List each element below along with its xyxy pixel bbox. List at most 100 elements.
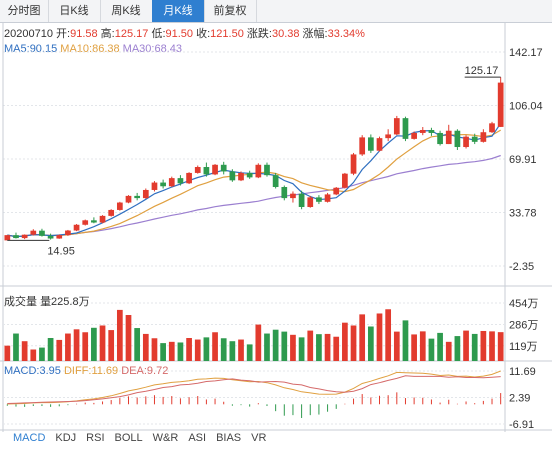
indicator-tab-bar: MACD KDJ RSI BOLL W&R ASI BIAS VR (0, 432, 552, 450)
indicator-tab-3[interactable]: BOLL (114, 432, 143, 444)
volume-tick-label: 119万 (509, 341, 538, 353)
volume-bar (30, 349, 37, 361)
volume-bar (333, 336, 340, 361)
tab-0[interactable]: 分时图 (0, 0, 49, 22)
candle-body (255, 164, 262, 178)
candle-body (376, 138, 383, 151)
candle-body (99, 215, 106, 223)
volume-legend: 成交量 量225.8万 (4, 293, 90, 309)
tab-1[interactable]: 日K线 (48, 0, 101, 22)
macd-tick-label: 11.69 (509, 366, 536, 378)
volume-bar (463, 330, 469, 361)
volume-value: 量225.8万 (40, 296, 90, 308)
indicator-tab-5[interactable]: ASI (188, 432, 207, 444)
indicator-tab-1[interactable]: KDJ (55, 432, 77, 444)
high-value: 125.17 (114, 28, 149, 40)
volume-bar (177, 342, 184, 361)
candle-body (212, 164, 218, 175)
candle-body (47, 235, 54, 239)
close-label: 收: (196, 28, 211, 40)
candle-body (56, 235, 63, 239)
candle-body (428, 129, 435, 133)
candle-body (91, 220, 97, 223)
close-value: 121.50 (210, 28, 244, 40)
candle-body (463, 136, 469, 148)
candle-body (350, 154, 357, 174)
candle-body (238, 172, 244, 181)
candle-body (316, 197, 322, 202)
change-value: 30.38 (271, 28, 300, 40)
volume-bar (402, 320, 409, 361)
kline-chart[interactable]: 142.17 106.04 69.91 33.78 -2.35 125.17 14.95 45… (0, 0, 552, 432)
dea-label: DEA: (121, 365, 147, 377)
volume-bar (411, 334, 417, 361)
indicator-tab-7[interactable]: VR (251, 432, 267, 444)
candle-body (39, 230, 45, 236)
macd-tick-label: 2.39 (509, 393, 530, 405)
candle-body (367, 137, 374, 151)
candle-body (108, 209, 115, 216)
candle-body (471, 136, 478, 142)
tab-3[interactable]: 月K线 (152, 0, 205, 22)
candle-body (134, 195, 141, 199)
indicator-tab-6[interactable]: BIAS (216, 432, 242, 444)
pct-value: 33.34% (327, 28, 365, 40)
candle-body (411, 132, 417, 139)
indicator-tab-2[interactable]: RSI (86, 432, 105, 444)
volume-bar (385, 309, 392, 361)
volume-bar (151, 338, 158, 361)
candle-body (333, 187, 340, 195)
volume-bar (350, 325, 357, 361)
candle-body (82, 220, 89, 225)
pct-label: 涨幅: (302, 28, 328, 40)
candle-body (229, 171, 236, 181)
volume-bar (246, 344, 253, 361)
candle-body (454, 130, 461, 148)
candle-body (497, 82, 504, 127)
volume-bar (367, 326, 374, 361)
volume-bar (359, 314, 366, 361)
volume-bar (65, 333, 71, 361)
volume-bar (445, 341, 452, 361)
candle-body (359, 137, 366, 155)
volume-bar (116, 309, 123, 361)
candle-body (65, 230, 71, 236)
candle-body (385, 134, 392, 139)
candle-body (307, 197, 314, 207)
candle-body (324, 194, 331, 202)
volume-bar (160, 343, 166, 361)
volume-bar (125, 315, 132, 361)
volume-bar (220, 338, 227, 361)
volume-bar (229, 341, 236, 361)
open-value: 91.58 (70, 28, 98, 40)
volume-bar (419, 331, 426, 361)
candle-body (168, 178, 175, 187)
candle-body (342, 173, 348, 188)
ohlc-info-line: 20200710 开:91.58 高:125.17 低:91.50 收:121.… (4, 25, 365, 41)
candle-body (419, 129, 426, 133)
tab-4[interactable]: 前复权 (204, 0, 257, 22)
ma10-line (7, 129, 502, 238)
volume-bar (471, 333, 478, 361)
volume-bar (324, 333, 331, 361)
price-tick-label: -2.35 (509, 261, 534, 273)
open-label: 开: (56, 28, 71, 40)
date-value: 20200710 (4, 28, 53, 40)
candle-body (264, 164, 270, 176)
candle-body (73, 224, 80, 231)
dea-value: 9.72 (146, 365, 169, 377)
high-label: 高: (100, 28, 115, 40)
volume-bar (203, 337, 210, 361)
volume-bar (39, 347, 45, 361)
low-label: 低: (151, 28, 166, 40)
candle-body (402, 118, 409, 139)
indicator-tab-0[interactable]: MACD (13, 432, 46, 444)
indicator-tab-4[interactable]: W&R (152, 432, 179, 444)
volume-bar (142, 333, 149, 361)
candle-body (142, 189, 149, 199)
volume-bar (134, 328, 141, 361)
candle-body (437, 132, 443, 145)
candle-body (194, 167, 201, 173)
volume-bar (281, 331, 288, 361)
volume-bar (342, 322, 348, 361)
